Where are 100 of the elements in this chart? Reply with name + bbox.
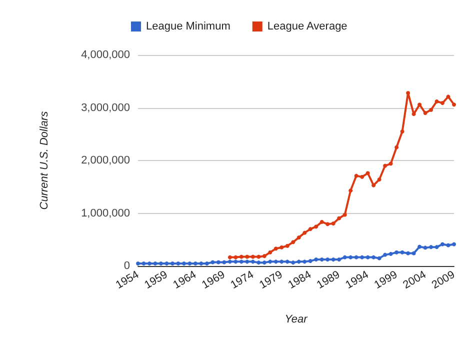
x-tick-label: 1974 xyxy=(228,268,256,292)
point xyxy=(222,260,226,264)
point xyxy=(423,111,428,116)
legend-label: League Minimum xyxy=(146,20,230,32)
point xyxy=(331,221,336,226)
point xyxy=(337,257,342,262)
point xyxy=(446,243,450,248)
x-tick-label: 1959 xyxy=(142,268,170,292)
point xyxy=(170,262,174,266)
point xyxy=(256,254,261,259)
point xyxy=(147,262,152,266)
point xyxy=(158,262,163,266)
point xyxy=(274,246,278,251)
point xyxy=(245,254,250,259)
point xyxy=(262,260,266,265)
point xyxy=(406,90,410,95)
point xyxy=(440,242,445,246)
point xyxy=(388,252,393,256)
x-tick-label: 1999 xyxy=(372,268,400,292)
point xyxy=(446,94,450,99)
x-tick-label: 2004 xyxy=(401,268,428,292)
point xyxy=(348,188,353,193)
point xyxy=(429,245,434,250)
point xyxy=(377,256,382,260)
y-axis-title: Current U.S. Dollars xyxy=(38,110,50,210)
point xyxy=(418,102,422,107)
point xyxy=(268,250,272,254)
point xyxy=(199,262,204,266)
point xyxy=(308,227,312,232)
point xyxy=(228,260,232,264)
point xyxy=(302,230,307,235)
legend-label: League Average xyxy=(267,20,348,32)
point xyxy=(348,255,353,260)
x-tick-label: 1984 xyxy=(286,268,314,292)
point xyxy=(314,224,318,229)
point xyxy=(423,246,428,250)
point xyxy=(268,260,272,264)
point xyxy=(204,262,209,266)
point xyxy=(176,262,180,266)
point xyxy=(280,260,284,264)
point xyxy=(193,262,198,266)
x-tick-label: 2009 xyxy=(430,268,457,292)
point xyxy=(182,262,186,266)
point xyxy=(366,255,370,260)
point xyxy=(452,102,456,107)
point xyxy=(320,257,324,262)
point xyxy=(360,255,364,260)
point xyxy=(234,255,238,260)
point xyxy=(239,260,244,264)
point xyxy=(245,260,250,264)
point xyxy=(372,255,376,260)
point xyxy=(366,171,370,176)
point xyxy=(302,260,307,264)
point xyxy=(280,245,284,250)
point xyxy=(250,260,255,264)
point xyxy=(210,260,215,264)
point xyxy=(429,108,434,112)
point xyxy=(136,262,140,266)
point xyxy=(354,255,358,260)
point xyxy=(262,254,266,258)
point xyxy=(400,250,404,254)
x-axis-title: Year xyxy=(284,314,309,326)
point xyxy=(326,257,330,262)
point xyxy=(314,257,318,262)
point xyxy=(228,255,232,260)
point xyxy=(412,112,416,116)
point xyxy=(394,250,399,254)
point xyxy=(188,262,192,266)
point xyxy=(142,262,146,266)
point xyxy=(372,183,376,188)
x-tick-label: 1989 xyxy=(314,268,342,292)
point xyxy=(394,145,399,150)
point xyxy=(434,245,439,250)
point xyxy=(354,174,358,178)
point xyxy=(234,260,238,264)
point xyxy=(440,101,445,105)
point xyxy=(418,244,422,249)
point xyxy=(377,177,382,182)
point xyxy=(308,259,312,264)
point xyxy=(360,174,364,179)
point xyxy=(164,262,169,266)
point xyxy=(285,260,290,264)
point xyxy=(383,252,388,257)
point xyxy=(434,99,439,104)
point xyxy=(239,254,244,259)
x-tick-label: 1979 xyxy=(257,268,285,292)
point xyxy=(400,129,404,134)
point xyxy=(291,260,296,265)
point xyxy=(216,260,220,264)
x-tick-label: 1994 xyxy=(344,268,371,292)
y-tick-label: 3,000,000 xyxy=(81,102,130,114)
y-tick-label: 1,000,000 xyxy=(81,207,130,220)
point xyxy=(337,216,342,220)
point xyxy=(342,212,347,217)
point xyxy=(285,244,290,248)
point xyxy=(274,260,278,264)
point xyxy=(320,220,324,224)
point xyxy=(331,257,336,262)
point xyxy=(296,260,301,264)
point xyxy=(412,251,416,256)
